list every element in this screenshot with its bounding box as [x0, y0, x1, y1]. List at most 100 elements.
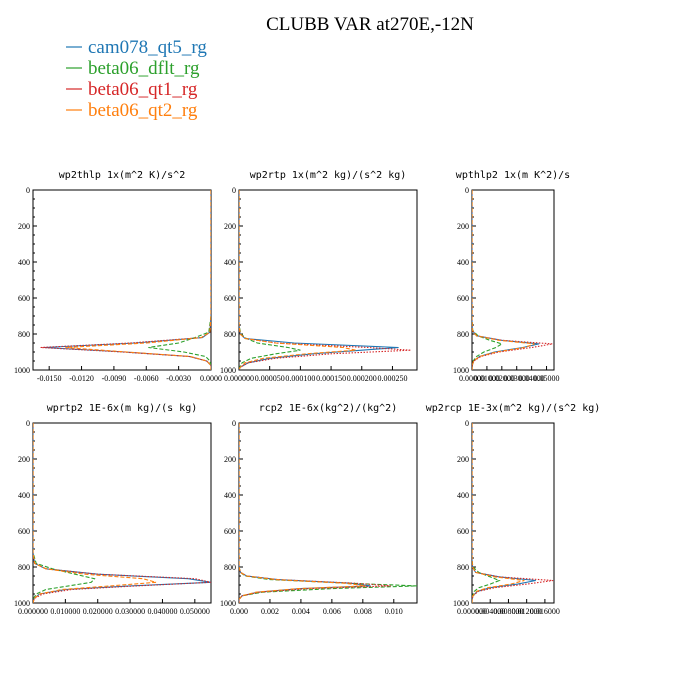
x-tick-label: 0.010	[385, 607, 403, 616]
series-line	[472, 190, 553, 370]
legend-entry: beta06_qt1_rg	[66, 79, 198, 100]
y-tick-label: 800	[224, 563, 236, 572]
y-tick-label: 600	[18, 294, 30, 303]
panel: rcp2 1E-6x(kg^2)/(kg^2) 0 200 400 600 800 1000…	[220, 403, 418, 616]
plot-frame	[471, 422, 555, 604]
series-line	[239, 190, 301, 370]
y-tick-label: 800	[18, 563, 30, 572]
x-tick-label: -0.0150	[37, 374, 62, 383]
panels: wp2thlp 1x(m^2 K)/s^2 0 200 400 600 800 1000 -0…	[14, 170, 600, 616]
series-line	[33, 423, 211, 603]
x-tick-label: 0.01000	[474, 374, 500, 383]
x-tick-label: 0.050000	[180, 607, 210, 616]
y-tick-label: 600	[457, 294, 469, 303]
series-line	[33, 423, 157, 603]
y-tick-label: 400	[457, 491, 469, 500]
x-tick-label: 0.000250	[377, 374, 407, 383]
x-tick-label: 0.00000	[459, 374, 485, 383]
x-tick-label: 0.016000	[530, 607, 560, 616]
x-tick-label: 0.012000	[512, 607, 542, 616]
series-line	[33, 423, 96, 603]
y-tick-label: 400	[457, 258, 469, 267]
panel: wprtp2 1E-6x(m kg)/(s kg) 0 200 400 600 800 10…	[14, 403, 212, 616]
series-line	[33, 423, 211, 603]
panel: wp2thlp 1x(m^2 K)/s^2 0 200 400 600 800 1000 -0…	[14, 170, 222, 383]
figure-title: CLUBB VAR at270E,-12N	[266, 14, 474, 35]
x-tick-label: 0.000050	[255, 374, 285, 383]
x-tick-label: 0.03000	[504, 374, 530, 383]
legend-label: beta06_dflt_rg	[88, 58, 200, 79]
x-tick-label: 0.000100	[285, 374, 315, 383]
panel-title: wp2thlp 1x(m^2 K)/s^2	[59, 170, 185, 181]
legend: cam078_qt5_rgbeta06_dflt_rgbeta06_qt1_rg…	[66, 37, 207, 121]
y-tick-label: 400	[224, 258, 236, 267]
y-tick-label: 200	[457, 222, 469, 231]
y-tick-label: 600	[18, 527, 30, 536]
plot-frame	[238, 422, 418, 604]
x-tick-label: 0.004000	[475, 607, 505, 616]
panel-title: wp2rtp 1x(m^2 kg)/(s^2 kg)	[250, 170, 407, 181]
y-tick-label: 600	[224, 294, 236, 303]
x-tick-label: 0.030000	[115, 607, 145, 616]
x-tick-label: -0.0060	[134, 374, 159, 383]
y-tick-label: 200	[18, 455, 30, 464]
y-tick-label: 200	[224, 455, 236, 464]
panel: wp2rcp 1E-3x(m^2 kg)/(s^2 kg) 0 200 400 600 8…	[426, 403, 601, 616]
y-tick-label: 200	[224, 222, 236, 231]
y-tick-label: 1000	[14, 366, 30, 375]
y-tick-label: 400	[18, 491, 30, 500]
y-tick-label: 600	[457, 527, 469, 536]
series-line	[472, 423, 525, 603]
y-tick-label: 400	[224, 491, 236, 500]
y-tick-label: 800	[457, 330, 469, 339]
panel-title: wprtp2 1E-6x(m kg)/(s kg)	[47, 403, 198, 414]
x-tick-label: 0.000000	[224, 374, 254, 383]
x-tick-label: 0.002	[261, 607, 279, 616]
plot-frame	[238, 189, 418, 371]
x-tick-label: 0.000000	[457, 607, 487, 616]
y-tick-label: 800	[224, 330, 236, 339]
x-tick-label: 0.000150	[316, 374, 346, 383]
x-tick-label: -0.0120	[69, 374, 94, 383]
series-line	[239, 423, 371, 603]
x-tick-label: -0.0030	[166, 374, 191, 383]
series-line	[65, 190, 211, 370]
legend-label: cam078_qt5_rg	[88, 37, 207, 58]
legend-entry: cam078_qt5_rg	[66, 37, 207, 58]
x-tick-label: 0.02000	[489, 374, 515, 383]
series-line	[472, 423, 536, 603]
y-tick-label: 0	[232, 419, 236, 428]
series-line	[239, 423, 417, 603]
x-tick-label: 0.020000	[83, 607, 113, 616]
x-tick-label: 0.000000	[18, 607, 48, 616]
y-tick-label: 0	[465, 419, 469, 428]
legend-label: beta06_qt2_rg	[88, 100, 198, 121]
series-line	[239, 423, 366, 603]
y-tick-label: 400	[18, 258, 30, 267]
x-tick-label: 0.004	[292, 607, 310, 616]
y-tick-label: 0	[232, 186, 236, 195]
x-tick-label: 0.000200	[347, 374, 377, 383]
series-line	[472, 190, 504, 370]
series-line	[239, 190, 399, 370]
plot-frame	[32, 422, 212, 604]
y-tick-label: 1000	[453, 366, 469, 375]
y-tick-label: 200	[18, 222, 30, 231]
x-tick-label: 0.040000	[147, 607, 177, 616]
legend-label: beta06_qt1_rg	[88, 79, 198, 100]
series-line	[472, 190, 535, 370]
panel: wpthlp2 1x(m K^2)/s 0 200 400 600 800 10000.00…	[453, 170, 570, 383]
y-tick-label: 1000	[220, 366, 236, 375]
y-tick-label: 0	[465, 186, 469, 195]
legend-entry: beta06_qt2_rg	[66, 100, 198, 121]
y-tick-label: 600	[224, 527, 236, 536]
y-tick-label: 1000	[453, 599, 469, 608]
y-tick-label: 0	[26, 419, 30, 428]
y-tick-label: 800	[18, 330, 30, 339]
plot-frame	[471, 189, 555, 371]
panel-title: wpthlp2 1x(m K^2)/s	[456, 170, 570, 181]
series-line	[239, 190, 411, 370]
series-line	[148, 190, 211, 370]
x-tick-label: 0.008000	[493, 607, 523, 616]
y-tick-label: 1000	[14, 599, 30, 608]
